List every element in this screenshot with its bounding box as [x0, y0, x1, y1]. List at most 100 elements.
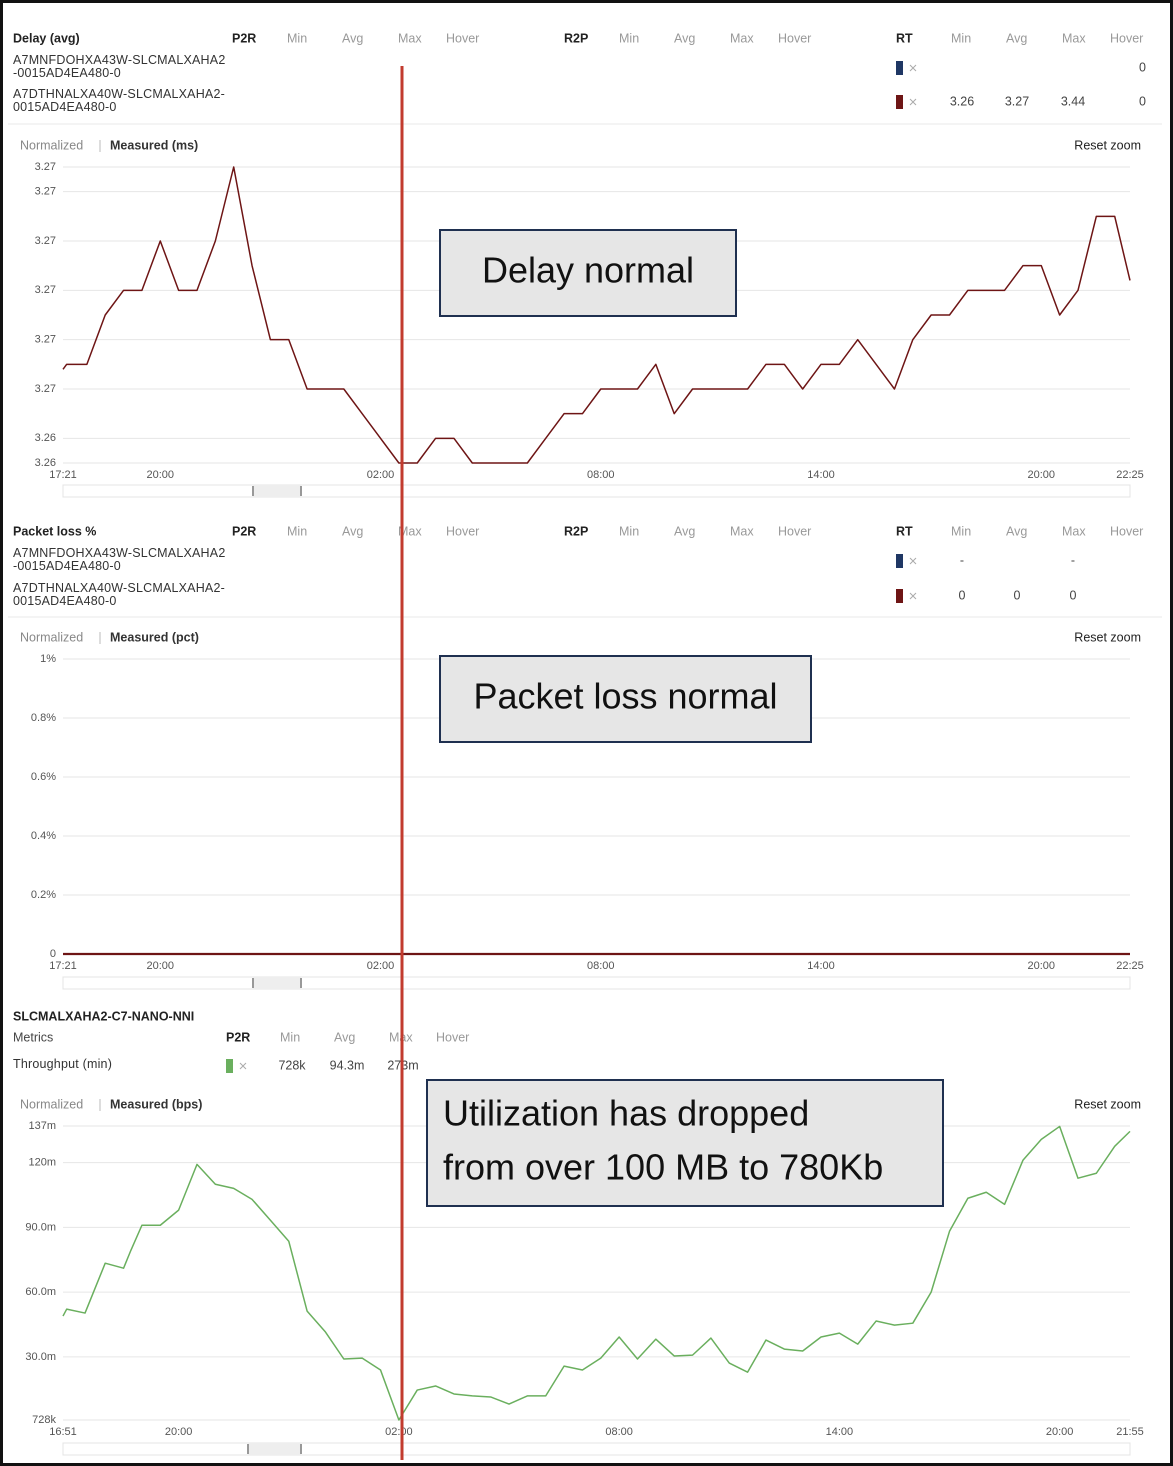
stat-value: 0: [1070, 588, 1077, 602]
column-header: Hover: [436, 1030, 469, 1044]
annotation-box: [426, 1079, 944, 1207]
group-header: P2R: [232, 524, 256, 538]
row-name: Throughput (min): [13, 1058, 113, 1071]
annotation-text: Packet loss normal: [473, 676, 777, 717]
column-header: Hover: [446, 31, 479, 45]
column-header: Min: [619, 31, 639, 45]
column-header: Avg: [1006, 31, 1027, 45]
reset-zoom[interactable]: Reset zoom: [1074, 1097, 1141, 1111]
annotation-text: from over 100 MB to 780Kb: [443, 1147, 883, 1188]
column-header: Min: [951, 524, 971, 538]
series-swatch: [896, 554, 903, 568]
column-header: Hover: [778, 31, 811, 45]
group-header: R2P: [564, 31, 588, 45]
normalized-toggle[interactable]: Normalized: [20, 630, 83, 644]
y-tick-label: 3.26: [35, 432, 56, 444]
row-name: A7DTHNALXA40W-SLCMALXAHA2-0015AD4EA480-0: [13, 88, 225, 114]
x-tick-label: 14:00: [807, 469, 835, 481]
x-tick-label: 20:00: [1028, 960, 1056, 972]
column-header: Min: [287, 524, 307, 538]
x-tick-label: 20:00: [1046, 1426, 1074, 1438]
navigator-window[interactable]: [248, 1443, 301, 1455]
series-swatch: [896, 95, 903, 109]
column-header: Hover: [778, 524, 811, 538]
column-header: Min: [280, 1030, 300, 1044]
x-tick-label: 02:00: [367, 469, 395, 481]
column-header: Hover: [446, 524, 479, 538]
x-tick-label: 08:00: [587, 469, 615, 481]
x-tick-label: 14:00: [807, 960, 835, 972]
y-tick-label: 3.26: [35, 457, 56, 469]
column-header: Max: [730, 31, 754, 45]
x-tick-label: 22:25: [1116, 960, 1144, 972]
stat-value: -: [960, 553, 964, 567]
row-label: A7DTHNALXA40W-SLCMALXAHA2-0015AD4EA480-0: [13, 582, 225, 608]
column-header: Avg: [342, 524, 363, 538]
row-label: A7DTHNALXA40W-SLCMALXAHA2-0015AD4EA480-0: [13, 88, 225, 114]
y-tick-label: 120m: [28, 1157, 56, 1169]
x-tick-label: 20:00: [147, 960, 175, 972]
row-name: A7MNFDOHXA43W-SLCMALXAHA2-0015AD4EA480-0: [13, 547, 226, 573]
remove-series[interactable]: [909, 592, 917, 600]
y-tick-label: 1%: [40, 653, 56, 665]
y-tick-label: 3.27: [35, 161, 56, 173]
stat-value: 3.26: [950, 94, 974, 108]
y-tick-label: 3.27: [35, 383, 56, 395]
stat-value: 3.44: [1061, 94, 1085, 108]
column-header: Hover: [1110, 524, 1143, 538]
reset-zoom[interactable]: Reset zoom: [1074, 138, 1141, 152]
column-header: Min: [287, 31, 307, 45]
column-header: Avg: [674, 524, 695, 538]
normalized-toggle[interactable]: Normalized: [20, 138, 83, 152]
stat-value: -: [1071, 553, 1075, 567]
reset-zoom[interactable]: Reset zoom: [1074, 630, 1141, 644]
remove-series[interactable]: [909, 557, 917, 565]
column-header: Avg: [334, 1030, 355, 1044]
group-header: P2R: [232, 31, 256, 45]
column-header: Max: [1062, 524, 1086, 538]
stat-value: 3.27: [1005, 94, 1029, 108]
stat-value: 0: [1139, 60, 1146, 74]
x-tick-label: 02:00: [367, 960, 395, 972]
group-header: RT: [896, 524, 913, 538]
y-tick-label: 3.27: [35, 235, 56, 247]
zoom-navigator[interactable]: [62, 484, 1131, 498]
column-header: Avg: [1006, 524, 1027, 538]
remove-series[interactable]: [909, 64, 917, 72]
x-tick-label: 17:21: [49, 960, 77, 972]
measured-toggle[interactable]: Measured (pct): [110, 630, 199, 644]
row-label: A7MNFDOHXA43W-SLCMALXAHA2-0015AD4EA480-0: [13, 547, 226, 573]
y-tick-label: 137m: [28, 1120, 56, 1132]
stat-value: 0: [959, 588, 966, 602]
group-header: R2P: [564, 524, 588, 538]
row-label: Throughput (min): [13, 1058, 113, 1071]
navigator-window[interactable]: [253, 485, 301, 497]
y-tick-label: 3.27: [35, 334, 56, 346]
measured-toggle[interactable]: Measured (ms): [110, 138, 198, 152]
zoom-navigator[interactable]: [62, 976, 1131, 990]
metrics-label: Metrics: [13, 1030, 53, 1044]
x-tick-label: 21:55: [1116, 1426, 1144, 1438]
column-header: Hover: [1110, 31, 1143, 45]
stat-value: 0: [1139, 94, 1146, 108]
x-tick-label: 16:51: [49, 1426, 77, 1438]
column-header: Max: [730, 524, 754, 538]
measured-toggle[interactable]: Measured (bps): [110, 1097, 202, 1111]
column-header: Avg: [674, 31, 695, 45]
normalized-toggle[interactable]: Normalized: [20, 1097, 83, 1111]
stat-value: 0: [1014, 588, 1021, 602]
navigator-window[interactable]: [253, 977, 301, 989]
zoom-navigator[interactable]: [62, 1442, 1131, 1456]
series-swatch: [896, 61, 903, 75]
y-tick-label: 0.6%: [31, 771, 56, 783]
remove-series[interactable]: [909, 98, 917, 106]
annotation-box: [439, 229, 737, 317]
stat-value: 728k: [278, 1058, 306, 1072]
x-tick-label: 02:00: [385, 1426, 413, 1438]
column-header: Max: [398, 31, 422, 45]
remove-series[interactable]: [239, 1062, 247, 1070]
y-tick-label: 3.27: [35, 186, 56, 198]
annotation-box: [439, 655, 812, 743]
